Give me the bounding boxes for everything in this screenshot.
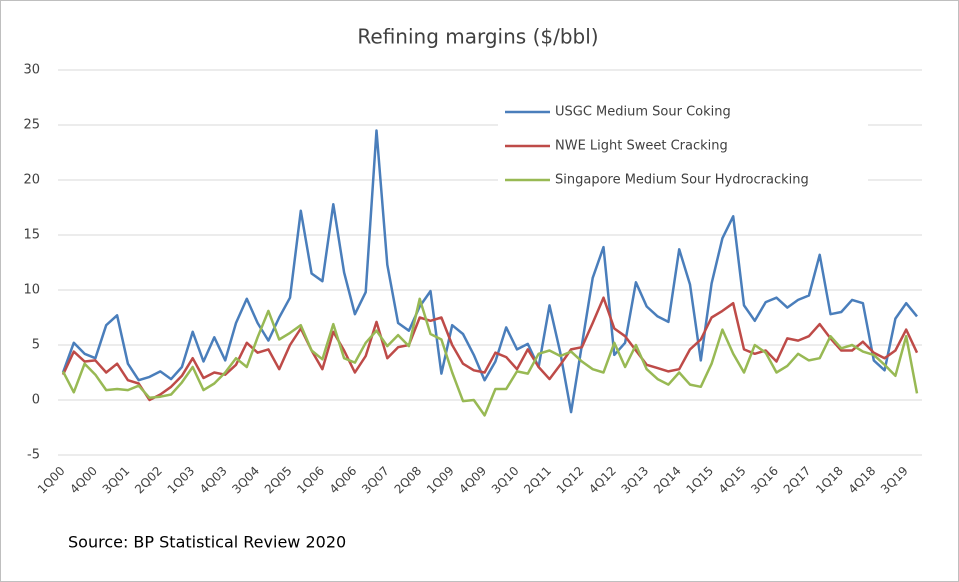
y-tick-label: 5: [32, 338, 40, 353]
legend-label: USGC Medium Sour Coking: [555, 105, 731, 120]
y-tick-label: -5: [27, 448, 40, 463]
y-tick-label: 25: [23, 118, 40, 133]
y-tick-label: 30: [23, 63, 40, 78]
source-note: Source: BP Statistical Review 2020: [68, 533, 346, 552]
data-line: [61, 296, 919, 402]
data-line: [61, 129, 918, 414]
y-tick-label: 10: [23, 283, 40, 298]
y-tick-label: 20: [23, 173, 40, 188]
chart-title: Refining margins ($/bbl): [357, 25, 598, 49]
legend-label: NWE Light Sweet Cracking: [555, 139, 728, 154]
data-line: [61, 297, 919, 417]
legend-background: [498, 98, 868, 196]
y-tick-label: 0: [32, 393, 40, 408]
legend-label: Singapore Medium Sour Hydrocracking: [555, 173, 809, 188]
y-tick-label: 15: [23, 228, 40, 243]
